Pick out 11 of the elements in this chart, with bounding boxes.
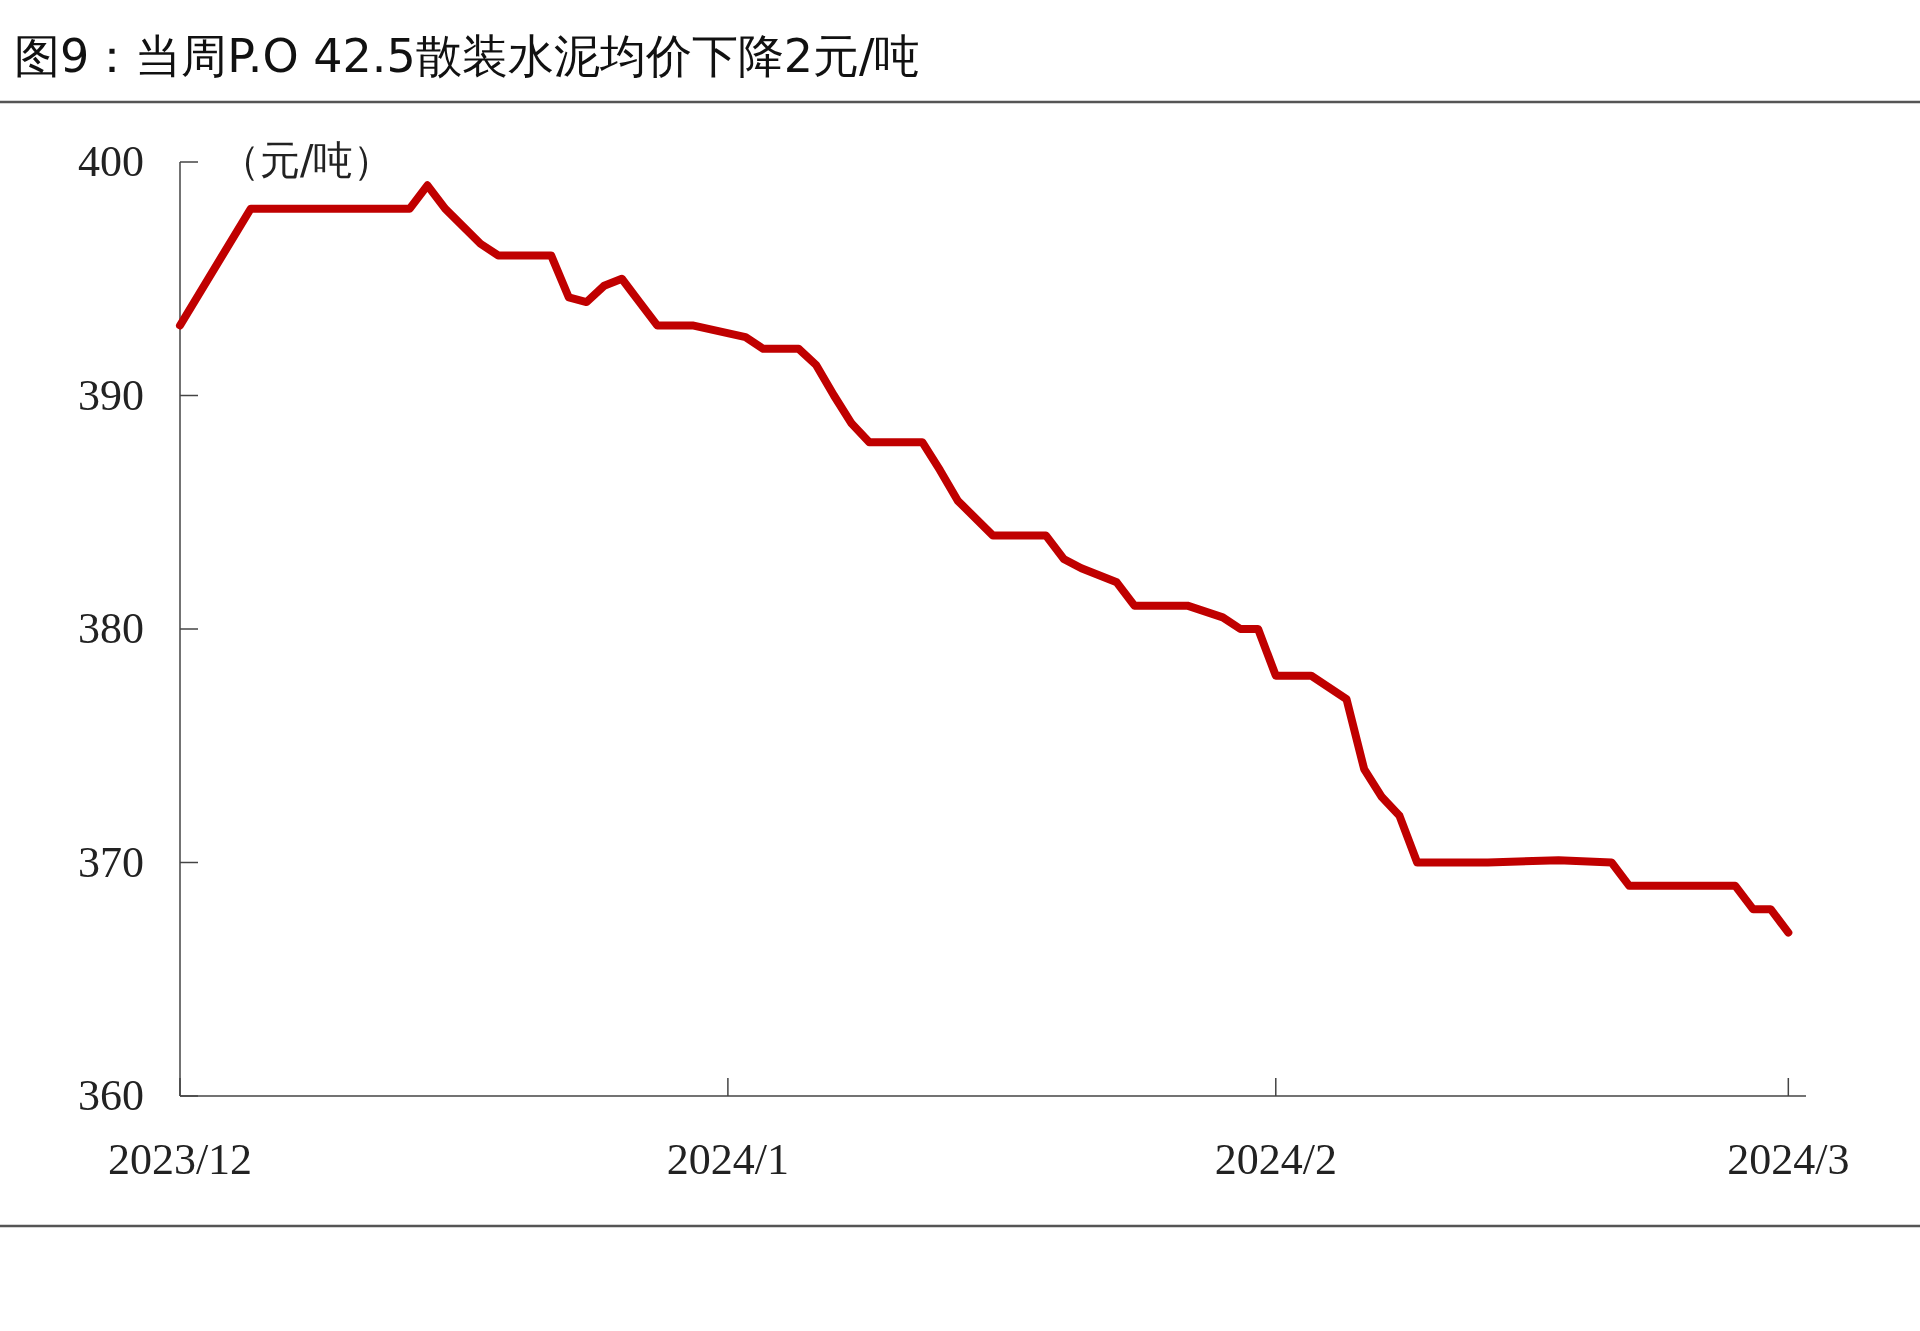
y-tick-label: 380	[78, 604, 144, 653]
x-tick-label: 2024/2	[1214, 1135, 1337, 1184]
y-tick-label: 360	[78, 1071, 144, 1120]
y-tick-label: 370	[78, 837, 144, 887]
y-tick-label: 390	[78, 370, 144, 420]
y-tick-label: 400	[78, 137, 144, 186]
x-tick-label: 2023/12	[107, 1135, 253, 1184]
x-tick-label: 2024/3	[1727, 1135, 1850, 1184]
y-axis-title: （元/吨）	[220, 137, 394, 183]
x-tick-label: 2024/1	[666, 1135, 790, 1184]
chart-title: 图9：当周P.O 42.5散装水泥均价下降2元/吨	[14, 29, 921, 83]
